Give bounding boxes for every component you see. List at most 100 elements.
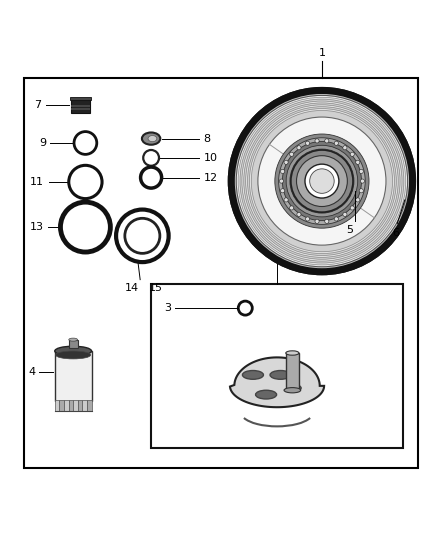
Circle shape (251, 110, 392, 252)
Text: 9: 9 (39, 138, 46, 148)
Circle shape (290, 149, 354, 213)
Circle shape (283, 142, 361, 221)
Circle shape (74, 132, 97, 155)
Circle shape (297, 156, 347, 206)
Text: 3: 3 (164, 303, 171, 313)
Circle shape (310, 169, 334, 193)
Ellipse shape (284, 387, 300, 393)
Bar (55, 400, 60, 411)
Circle shape (279, 138, 365, 224)
Circle shape (281, 169, 285, 173)
Ellipse shape (142, 133, 160, 145)
Circle shape (235, 94, 409, 268)
Text: 7: 7 (35, 100, 42, 110)
Circle shape (305, 164, 339, 198)
Circle shape (233, 93, 410, 270)
Bar (69, 340, 78, 348)
Circle shape (343, 146, 347, 150)
Circle shape (359, 189, 363, 193)
Bar (286, 353, 299, 390)
Circle shape (305, 217, 310, 221)
Text: 14: 14 (124, 283, 138, 293)
Bar (73, 400, 78, 411)
Circle shape (315, 219, 319, 223)
Circle shape (236, 95, 408, 267)
Circle shape (249, 109, 395, 254)
Circle shape (284, 198, 288, 202)
Circle shape (356, 160, 360, 164)
Circle shape (60, 202, 110, 252)
Circle shape (297, 212, 301, 216)
Circle shape (238, 98, 406, 265)
Circle shape (228, 87, 416, 275)
Ellipse shape (148, 135, 157, 142)
Bar (82, 400, 87, 411)
Text: 4: 4 (29, 367, 36, 377)
Bar (71, 108, 90, 110)
Ellipse shape (56, 351, 91, 359)
Bar (68, 400, 73, 411)
Circle shape (240, 99, 404, 263)
Text: 12: 12 (204, 173, 218, 183)
Circle shape (356, 198, 360, 202)
Circle shape (258, 117, 386, 245)
Circle shape (293, 153, 350, 209)
Ellipse shape (55, 346, 92, 356)
Ellipse shape (255, 390, 277, 399)
Circle shape (281, 189, 285, 193)
Circle shape (334, 141, 339, 146)
Circle shape (360, 179, 364, 183)
Text: 6: 6 (392, 228, 399, 238)
Bar (70, 96, 91, 100)
Circle shape (290, 152, 294, 156)
Circle shape (334, 217, 339, 221)
Bar (151, 284, 403, 448)
Circle shape (228, 87, 416, 275)
Polygon shape (230, 358, 324, 407)
Circle shape (279, 179, 283, 183)
Circle shape (305, 141, 310, 146)
Ellipse shape (69, 338, 78, 341)
Circle shape (291, 150, 353, 212)
Circle shape (143, 150, 159, 166)
Circle shape (275, 134, 369, 228)
Text: 8: 8 (204, 134, 211, 143)
Text: 13: 13 (30, 222, 44, 232)
Bar (78, 400, 82, 411)
Circle shape (244, 103, 400, 259)
Bar (71, 105, 90, 107)
Bar (60, 400, 64, 411)
Circle shape (350, 206, 354, 210)
Circle shape (343, 212, 347, 216)
Text: 11: 11 (30, 177, 44, 187)
Circle shape (350, 152, 354, 156)
Text: 5: 5 (347, 225, 353, 236)
Bar (87, 400, 92, 411)
Ellipse shape (286, 351, 299, 355)
Text: 10: 10 (204, 153, 218, 163)
Circle shape (141, 167, 162, 188)
Ellipse shape (288, 385, 301, 391)
Circle shape (242, 101, 402, 261)
Text: 1: 1 (318, 49, 325, 59)
Circle shape (315, 139, 319, 143)
Text: 15: 15 (148, 283, 162, 293)
Circle shape (286, 146, 358, 217)
Circle shape (325, 139, 329, 143)
Circle shape (69, 165, 102, 199)
Circle shape (325, 219, 329, 223)
Bar (55, 351, 92, 401)
Circle shape (238, 301, 252, 315)
Bar (64, 400, 68, 411)
Ellipse shape (270, 370, 291, 379)
Circle shape (247, 107, 396, 255)
Circle shape (284, 160, 288, 164)
Circle shape (228, 87, 416, 275)
Circle shape (246, 105, 398, 257)
Text: 2: 2 (273, 248, 281, 259)
Circle shape (297, 146, 301, 150)
Circle shape (359, 169, 363, 173)
Bar (71, 100, 90, 113)
Circle shape (290, 206, 294, 210)
Circle shape (116, 209, 169, 262)
